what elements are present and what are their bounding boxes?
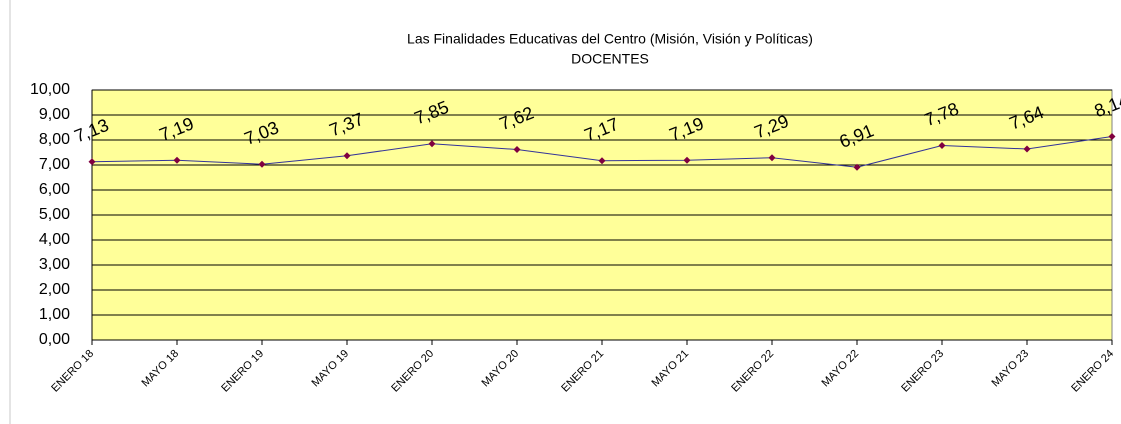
y-tick-label: 5,00 [39,206,70,223]
data-point [938,142,946,149]
data-point [343,152,351,160]
x-tick-label: MAYO 20 [480,348,522,390]
x-tick-label: ENERO 19 [219,348,266,395]
x-tick-label: MAYO 23 [990,348,1032,390]
y-tick-label: 0,00 [39,331,70,348]
data-point [428,140,436,148]
data-point [1023,145,1031,153]
y-tick-label: 6,00 [39,181,70,198]
x-tick-label: ENERO 23 [899,348,946,395]
chart-title: Las Finalidades Educativas del Centro (M… [407,31,813,47]
data-point [173,156,181,164]
x-tick-label: ENERO 18 [49,348,96,395]
x-tick-label: ENERO 24 [1069,348,1116,395]
x-tick-label: MAYO 21 [650,348,692,390]
y-tick-label: 1,00 [39,306,70,323]
data-point [768,154,776,162]
data-point [258,160,266,168]
x-tick-label: MAYO 19 [310,348,352,390]
y-tick-label: 10,00 [30,81,70,98]
x-tick-label: ENERO 20 [389,348,436,395]
y-tick-label: 9,00 [39,106,70,123]
data-point [1108,133,1116,140]
y-tick-label: 4,00 [39,231,70,248]
y-tick-label: 7,00 [39,156,70,173]
x-tick-label: MAYO 22 [820,348,862,390]
x-tick-label: MAYO 18 [140,348,182,390]
y-tick-label: 2,00 [39,281,70,298]
x-tick-label: ENERO 22 [729,348,776,395]
data-point [88,158,96,166]
x-tick-label: ENERO 21 [559,348,606,395]
data-point [683,156,691,164]
y-tick-label: 8,00 [39,131,70,148]
data-point [513,146,521,153]
chart-subtitle: DOCENTES [571,51,649,67]
data-point [598,157,606,165]
y-tick-label: 3,00 [39,256,70,273]
data-point [853,163,861,171]
